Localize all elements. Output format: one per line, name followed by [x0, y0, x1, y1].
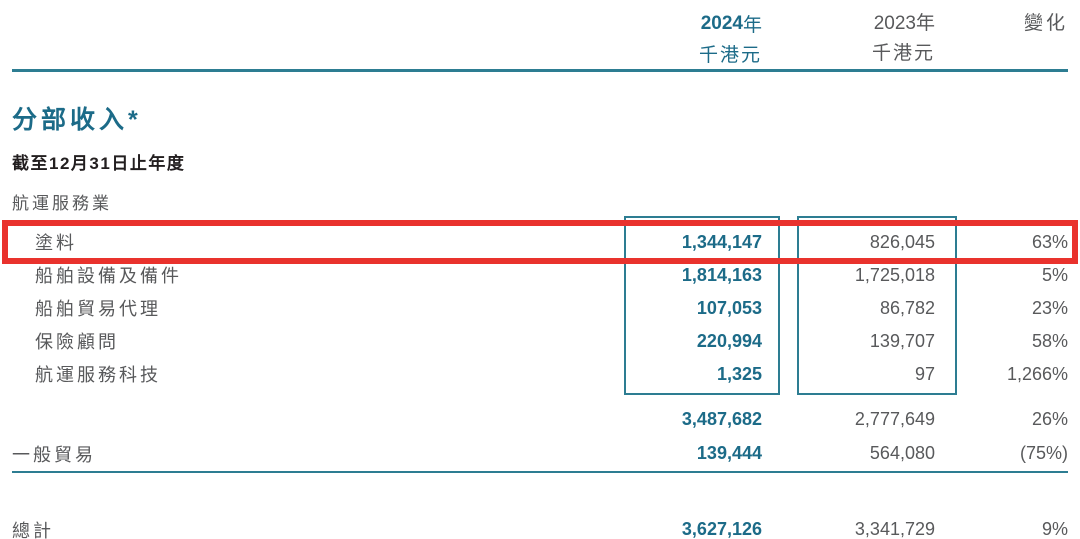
row-label: 船舶貿易代理: [35, 299, 161, 319]
row-label: 總計: [12, 520, 54, 539]
value-2024: 220,994: [696, 330, 762, 351]
value-2023: 564,080: [869, 443, 935, 463]
value-2024: 1,344,147: [681, 231, 762, 252]
value-2024: 1,814,163: [681, 264, 762, 285]
value-change: 5%: [1041, 264, 1068, 285]
value-change: (75%): [1019, 443, 1068, 463]
table-row-insurance-consultancy: 保險顧問 220,994 139,707 58%: [12, 325, 1068, 358]
value-2024: 3,627,126: [681, 519, 762, 539]
shipping-rows-block: 塗料 1,344,147 826,045 63% 船舶設備及備件 1,814,1…: [2, 215, 1078, 395]
value-change: 23%: [1031, 297, 1068, 318]
section-label-shipping-services: 航運服務業: [12, 193, 112, 213]
table-row-shipping-service-tech: 航運服務科技 1,325 97 1,266%: [12, 358, 1068, 391]
value-2023: 86,782: [879, 297, 935, 318]
value-2024: 139,444: [696, 443, 762, 463]
value-2024: 3,487,682: [681, 409, 762, 429]
table-row-total: 總計 3,627,126 3,341,729 9%: [12, 513, 1068, 539]
value-change: 9%: [1041, 519, 1068, 539]
change-label: 變化: [1023, 12, 1068, 34]
table-row-ship-trading-agency: 船舶貿易代理 107,053 86,782 23%: [12, 292, 1068, 325]
table-row-ship-equipment: 船舶設備及備件 1,814,163 1,725,018 5%: [12, 259, 1068, 292]
value-change: 26%: [1031, 409, 1068, 429]
unit-2024: 千港元: [698, 45, 762, 66]
page-title: 分部收入*: [12, 105, 142, 134]
value-2023: 2,777,649: [854, 409, 935, 429]
year-2024: 2024: [700, 12, 743, 34]
row-label: 一般貿易: [12, 444, 96, 465]
value-change: 63%: [1031, 231, 1068, 252]
period-subtitle: 截至12月31日止年度: [12, 153, 186, 173]
column-header-2024: 2024 年 千港元: [624, 9, 780, 69]
table-header: 2024 年 千港元 2023年 千港元 變化: [12, 0, 1068, 72]
unit-2023: 千港元: [871, 42, 935, 64]
value-2023: 3,341,729: [854, 519, 935, 539]
table-row-coatings: 塗料 1,344,147 826,045 63%: [12, 226, 1068, 259]
column-header-2023: 2023年 千港元: [797, 6, 957, 66]
row-label: 保險顧問: [35, 332, 119, 352]
table-row-subtotal: 3,487,682 2,777,649 26%: [12, 403, 1068, 437]
row-label: 航運服務科技: [35, 365, 161, 385]
table-row-general-trading: 一般貿易 139,444 564,080 (75%): [12, 437, 1068, 473]
value-2023: 97: [914, 363, 935, 384]
year-2023: 2023年: [873, 12, 935, 34]
row-label: 船舶設備及備件: [35, 266, 182, 286]
value-2024: 107,053: [696, 297, 762, 318]
value-change: 1,266%: [1006, 363, 1068, 384]
column-header-change: 變化: [957, 6, 1068, 66]
value-2024: 1,325: [716, 363, 762, 384]
row-label: 塗料: [35, 233, 77, 253]
value-2023: 139,707: [869, 330, 935, 351]
value-2023: 826,045: [869, 231, 935, 252]
year-2024-suffix: 年: [742, 15, 762, 36]
value-change: 58%: [1031, 330, 1068, 351]
value-2023: 1,725,018: [854, 264, 935, 285]
